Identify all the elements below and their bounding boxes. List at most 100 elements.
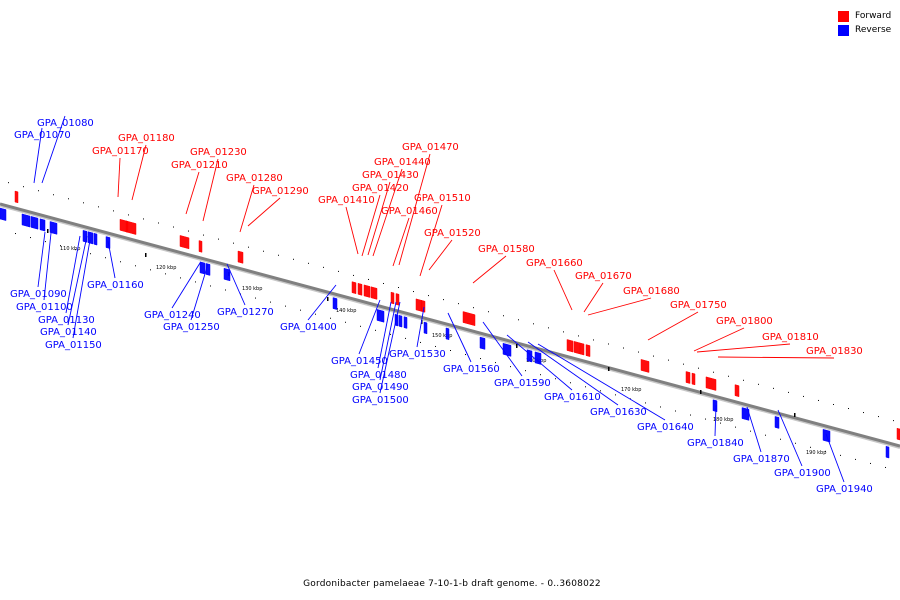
forward-track-dot: [518, 319, 519, 321]
reverse-gene-label: GPA_01080: [37, 118, 94, 129]
reverse-track-dot: [570, 382, 571, 384]
reverse-gene-label: GPA_01070: [14, 130, 71, 141]
forward-gene-block: [566, 339, 574, 353]
scale-tick-mark: [145, 253, 147, 257]
reverse-gene-label: GPA_01840: [687, 438, 744, 449]
reverse-track-dot: [780, 438, 781, 440]
forward-gene-block: [198, 240, 203, 253]
reverse-leader-line: [537, 343, 666, 421]
reverse-gene-label: GPA_01640: [637, 422, 694, 433]
forward-track-dot: [413, 291, 414, 293]
forward-leader-line: [131, 144, 147, 201]
reverse-gene-label: GPA_01250: [163, 322, 220, 333]
forward-leader-line: [117, 157, 121, 198]
forward-track-dot: [248, 246, 249, 248]
reverse-track-dot: [255, 297, 256, 299]
scale-tick-label: 150 kbp: [432, 333, 452, 339]
reverse-gene-label: GPA_01090: [10, 289, 67, 300]
reverse-track-dot: [600, 390, 601, 392]
forward-track-dot: [38, 190, 39, 192]
forward-gene-block: [357, 282, 363, 296]
forward-leader-line: [239, 184, 255, 233]
forward-gene-label: GPA_01180: [118, 133, 175, 144]
forward-track-dot: [698, 367, 699, 369]
forward-track-dot: [503, 315, 504, 317]
forward-gene-label: GPA_01660: [526, 258, 583, 269]
reverse-track-dot: [870, 462, 871, 464]
reverse-track-dot: [405, 337, 406, 339]
reverse-gene-label: GPA_01240: [144, 310, 201, 321]
reverse-leader-line: [107, 240, 116, 279]
reverse-gene-label: GPA_01900: [774, 468, 831, 479]
reverse-track-dot: [675, 410, 676, 412]
scale-tick-label: 110 kbp: [60, 246, 80, 252]
genome-caption: Gordonibacter pamelaeae 7-10-1-b draft g…: [303, 579, 601, 589]
forward-track-dot: [713, 371, 714, 373]
reverse-leader-line: [746, 406, 762, 453]
forward-gene-block: [14, 190, 19, 204]
forward-track-dot: [23, 186, 24, 188]
forward-track-dot: [818, 399, 819, 401]
forward-gene-block: [585, 344, 591, 357]
reverse-gene-label: GPA_01130: [38, 315, 95, 326]
reverse-track-dot: [840, 454, 841, 456]
forward-track-dot: [833, 403, 834, 405]
forward-track-dot: [263, 250, 264, 252]
forward-gene-block: [734, 384, 740, 398]
forward-gene-block: [390, 291, 395, 305]
reverse-leader-line: [358, 299, 381, 355]
forward-track-dot: [293, 258, 294, 260]
forward-gene-block: [462, 311, 476, 327]
forward-track-dot: [803, 395, 804, 397]
reverse-track-dot: [660, 406, 661, 408]
reverse-track-dot: [585, 386, 586, 388]
reverse-track-dot: [330, 317, 331, 319]
reverse-gene-block: [885, 445, 890, 459]
reverse-leader-line: [43, 232, 52, 301]
reverse-gene-block: [0, 207, 7, 221]
reverse-gene-label: GPA_01940: [816, 484, 873, 495]
forward-gene-block: [179, 235, 190, 250]
reverse-gene-block: [21, 213, 31, 228]
reverse-gene-block: [39, 218, 46, 232]
reverse-track-dot: [510, 366, 511, 368]
forward-leader-line: [372, 168, 403, 257]
reverse-leader-line: [527, 341, 619, 406]
forward-gene-label: GPA_01510: [414, 193, 471, 204]
reverse-gene-block: [332, 297, 338, 310]
reverse-gene-block: [774, 416, 780, 429]
scale-tick-label: 180 kbp: [713, 417, 733, 423]
forward-gene-label: GPA_01230: [190, 147, 247, 158]
reverse-track-dot: [480, 358, 481, 360]
reverse-leader-line: [226, 263, 246, 306]
forward-track-dot: [218, 238, 219, 240]
reverse-track-dot: [795, 442, 796, 444]
reverse-gene-label: GPA_01500: [352, 395, 409, 406]
forward-track-dot: [893, 420, 894, 422]
forward-gene-label: GPA_01170: [92, 146, 149, 157]
forward-track-dot: [143, 218, 144, 220]
reverse-gene-label: GPA_01610: [544, 392, 601, 403]
reverse-leader-line: [777, 409, 803, 467]
forward-track-dot: [68, 198, 69, 200]
forward-gene-block: [363, 284, 371, 298]
reverse-track-dot: [270, 301, 271, 303]
reverse-track-dot: [360, 325, 361, 327]
reverse-track-dot: [450, 350, 451, 351]
forward-track-dot: [398, 287, 399, 289]
forward-leader-line: [419, 204, 443, 277]
forward-gene-label: GPA_01460: [381, 206, 438, 217]
forward-leader-line: [553, 269, 573, 311]
forward-track-dot: [233, 242, 234, 244]
reverse-leader-line: [482, 321, 523, 377]
reverse-swatch: [838, 24, 849, 36]
reverse-gene-block: [479, 336, 486, 350]
reverse-gene-block: [49, 221, 58, 235]
reverse-leader-line: [377, 301, 392, 369]
reverse-leader-line: [171, 262, 201, 309]
legend-reverse: Reverse: [838, 23, 891, 37]
forward-leader-line: [398, 153, 431, 266]
reverse-gene-block: [199, 261, 206, 275]
forward-track-dot: [338, 270, 339, 272]
forward-gene-label: GPA_01670: [575, 271, 632, 282]
